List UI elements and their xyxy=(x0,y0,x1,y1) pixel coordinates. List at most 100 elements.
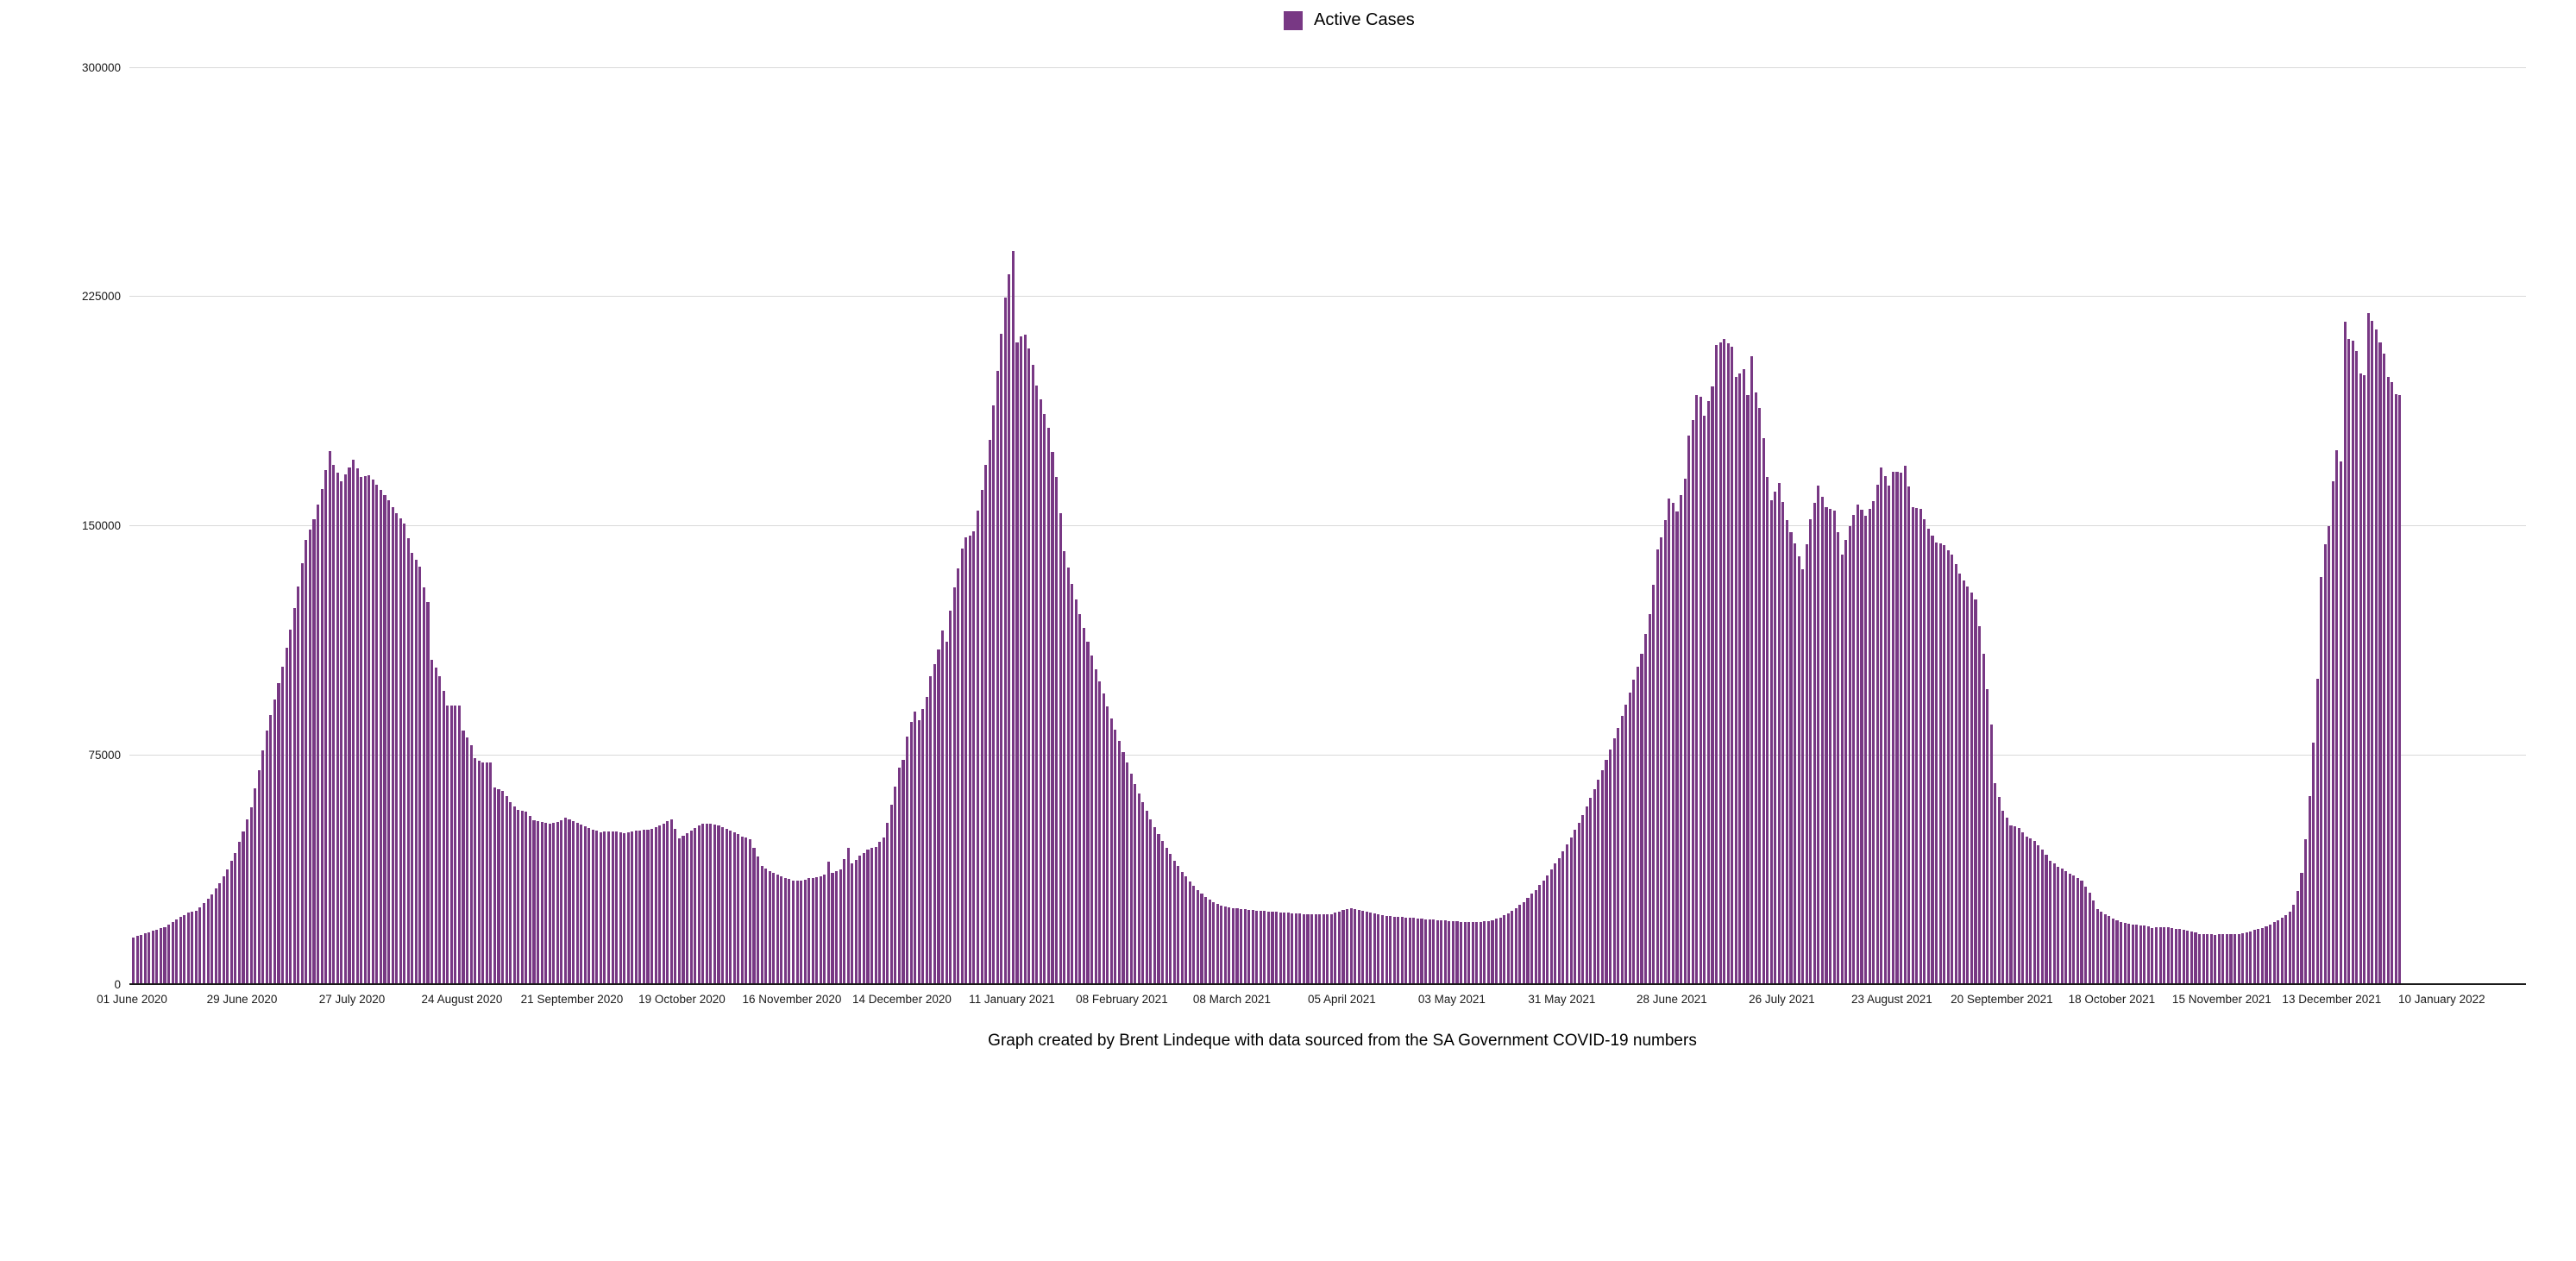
bar xyxy=(580,825,583,984)
bar xyxy=(925,696,928,984)
bar xyxy=(1943,544,1946,984)
bar xyxy=(2386,376,2390,984)
bar xyxy=(1746,395,1750,984)
bar xyxy=(1888,486,1891,984)
bar xyxy=(536,820,540,984)
bar xyxy=(143,933,147,984)
bar xyxy=(1440,919,1443,984)
bar xyxy=(1180,871,1184,984)
bar xyxy=(2245,932,2248,984)
x-tick-label: 15 November 2021 xyxy=(2171,993,2271,1006)
bar xyxy=(2217,934,2221,984)
bar xyxy=(729,831,732,984)
bar xyxy=(2303,839,2308,984)
x-tick-label: 11 January 2021 xyxy=(969,993,1055,1006)
x-tick-label: 23 August 2021 xyxy=(1850,993,1932,1006)
bar xyxy=(748,839,751,984)
bar xyxy=(1149,819,1153,984)
bar xyxy=(587,828,591,984)
bar xyxy=(1612,738,1616,984)
bar xyxy=(2182,929,2185,984)
bar xyxy=(701,824,705,984)
bar xyxy=(375,484,379,984)
bar xyxy=(285,648,288,984)
bar xyxy=(1605,760,1608,984)
bar xyxy=(2277,919,2280,984)
bar xyxy=(1247,909,1251,984)
bar xyxy=(2383,354,2386,984)
bar xyxy=(1840,555,1844,984)
bar xyxy=(1934,542,1938,984)
bar xyxy=(1428,919,1431,984)
bar xyxy=(1129,773,1133,984)
bar xyxy=(2292,904,2296,984)
bar xyxy=(1494,919,1498,984)
bar xyxy=(839,869,842,984)
bar xyxy=(497,788,500,984)
bar xyxy=(1962,580,1965,984)
bar xyxy=(179,917,182,984)
bar xyxy=(1738,373,1742,984)
bar xyxy=(2037,844,2040,984)
bar xyxy=(548,823,551,984)
gridline xyxy=(129,66,2526,68)
bar xyxy=(332,464,336,984)
bar xyxy=(2139,925,2142,984)
bar xyxy=(1530,894,1534,984)
bar xyxy=(2108,916,2111,984)
bar xyxy=(1820,496,1824,984)
bar xyxy=(1134,783,1137,984)
bar xyxy=(599,831,602,984)
bar xyxy=(1954,564,1957,984)
bar xyxy=(2272,922,2276,984)
bar xyxy=(1758,408,1762,984)
bar xyxy=(2127,923,2131,984)
bar xyxy=(1231,907,1235,984)
bar xyxy=(1385,915,1388,984)
bar xyxy=(1102,693,1105,984)
bar xyxy=(791,880,795,984)
bar xyxy=(544,822,548,984)
bar xyxy=(1781,501,1785,984)
bar xyxy=(1534,889,1537,984)
bar xyxy=(1731,346,1734,984)
bar xyxy=(166,925,171,984)
bar xyxy=(2221,933,2225,984)
bar xyxy=(595,831,599,984)
bar xyxy=(1015,342,1019,984)
x-tick-label: 13 December 2021 xyxy=(2282,993,2382,1006)
bar xyxy=(1255,910,1259,984)
x-tick-label: 18 October 2021 xyxy=(2068,993,2156,1006)
bar xyxy=(556,822,559,984)
bar xyxy=(654,827,657,984)
bar xyxy=(1027,348,1031,984)
bar xyxy=(823,875,826,984)
bar xyxy=(720,827,725,984)
bar xyxy=(917,719,920,984)
bar xyxy=(214,888,217,984)
bar xyxy=(921,709,925,984)
bar xyxy=(1078,614,1082,984)
bar xyxy=(1169,854,1172,984)
bar xyxy=(854,859,858,984)
bar xyxy=(1094,669,1097,984)
bar xyxy=(132,937,135,984)
bar xyxy=(2328,525,2331,984)
bar xyxy=(1031,365,1034,984)
bar xyxy=(520,811,524,984)
bar xyxy=(1373,913,1376,984)
bar xyxy=(1177,866,1180,984)
bar xyxy=(525,812,528,984)
bar xyxy=(2131,924,2134,984)
bar xyxy=(446,706,449,984)
bar xyxy=(2033,840,2036,984)
bar xyxy=(1805,544,1808,984)
bar xyxy=(1259,910,1262,984)
bar xyxy=(606,831,611,984)
bar xyxy=(1043,413,1046,984)
bar xyxy=(1687,436,1691,984)
bar xyxy=(2398,395,2402,984)
bar xyxy=(273,700,276,984)
y-tick-label: 225000 xyxy=(81,290,121,304)
bar xyxy=(1157,834,1160,984)
